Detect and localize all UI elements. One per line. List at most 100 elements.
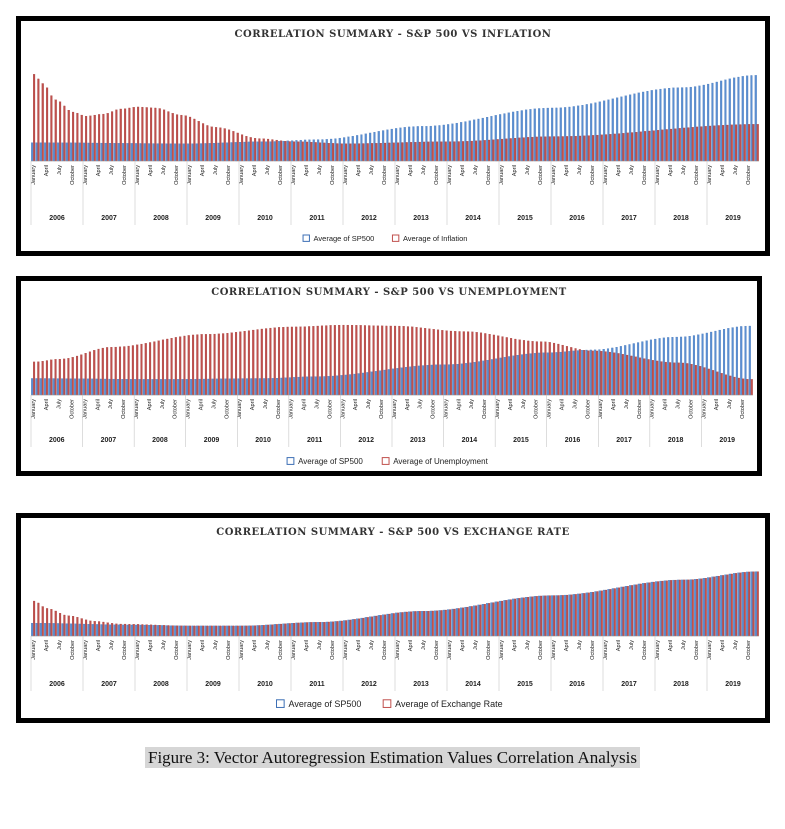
sp500-bar — [429, 125, 432, 162]
sp500-bar — [109, 143, 112, 162]
sp500-bar — [508, 356, 511, 396]
sp500-bar — [78, 378, 81, 396]
second-bar — [384, 142, 387, 162]
sp500-bar — [213, 625, 216, 637]
sp500-bar — [685, 579, 688, 637]
second-bar — [254, 138, 257, 162]
second-bar — [453, 608, 456, 637]
month-tick-label: January — [447, 640, 453, 660]
second-bar — [457, 608, 460, 637]
month-tick-label: October — [434, 165, 440, 185]
sp500-bar — [258, 378, 261, 396]
second-bar — [609, 589, 612, 637]
sp500-bar — [69, 378, 72, 396]
second-bar — [423, 141, 426, 162]
sp500-bar — [616, 97, 619, 162]
second-bar — [518, 598, 521, 637]
second-bar — [41, 361, 44, 396]
second-bar — [557, 595, 560, 637]
sp500-bar — [284, 377, 287, 396]
chart-title: CORRELATION SUMMARY - S&P 500 VS EXCHANG… — [216, 527, 570, 538]
sp500-bar — [86, 378, 90, 396]
second-bar — [247, 330, 250, 396]
month-tick-label: January — [237, 399, 243, 419]
month-tick-label: April — [460, 165, 466, 176]
second-bar — [93, 350, 96, 396]
sp500-bar — [96, 142, 99, 162]
sp500-bar — [473, 119, 476, 162]
second-bar — [265, 328, 268, 396]
month-tick-label: January — [343, 640, 349, 660]
sp500-bar — [174, 143, 177, 162]
second-bar — [600, 134, 603, 162]
second-bar — [332, 143, 335, 162]
second-bar — [441, 330, 444, 396]
sp500-bar — [195, 625, 198, 637]
sp500-bar — [408, 126, 411, 162]
sp500-bar — [619, 346, 622, 396]
second-bar — [37, 602, 40, 637]
second-bar — [742, 378, 745, 396]
sp500-bar — [447, 364, 451, 396]
second-bar — [63, 105, 66, 162]
year-tick-label: 2019 — [719, 437, 735, 444]
month-tick-label: April — [96, 640, 102, 651]
sp500-bar — [304, 139, 307, 162]
sp500-bar — [400, 367, 403, 396]
sp500-bar — [271, 378, 274, 396]
second-bar — [631, 585, 634, 637]
second-bar — [484, 333, 487, 396]
second-bar — [54, 610, 57, 637]
sp500-bar — [143, 624, 146, 637]
sp500-bar — [464, 606, 467, 637]
second-bar — [184, 625, 187, 637]
sp500-bar — [521, 354, 524, 396]
month-tick-label: January — [551, 640, 557, 660]
sp500-bar — [477, 604, 480, 637]
second-bar — [566, 594, 569, 637]
sp500-bar — [646, 91, 649, 162]
month-tick-label: April — [559, 399, 565, 410]
sp500-bar — [723, 329, 726, 396]
sp500-bar — [344, 374, 347, 396]
second-bar — [613, 588, 616, 637]
second-bar — [128, 107, 131, 162]
second-bar — [604, 351, 607, 396]
second-bar — [548, 136, 551, 162]
month-tick-label: October — [327, 399, 333, 419]
second-bar — [709, 577, 712, 637]
sp500-bar — [746, 75, 749, 162]
sp500-bar — [187, 143, 190, 162]
sp500-bar — [718, 329, 721, 396]
second-bar — [301, 622, 304, 637]
month-tick-label: October — [590, 640, 596, 660]
second-bar — [730, 573, 733, 637]
sp500-bar — [252, 141, 255, 162]
sp500-bar — [377, 131, 380, 162]
month-tick-label: July — [265, 165, 271, 175]
sp500-bar — [245, 378, 249, 396]
month-tick-label: January — [707, 640, 713, 660]
sp500-bar — [533, 596, 536, 637]
second-bar — [492, 334, 495, 396]
second-bar — [471, 331, 474, 396]
sp500-bar — [720, 80, 723, 162]
month-tick-label: October — [486, 640, 492, 660]
second-bar — [664, 361, 667, 396]
second-bar — [587, 350, 590, 396]
second-bar — [106, 113, 109, 162]
sp500-bar — [278, 623, 281, 637]
second-bar — [726, 574, 729, 637]
month-tick-label: October — [746, 640, 752, 660]
year-tick-label: 2013 — [413, 681, 429, 688]
month-tick-label: July — [577, 165, 583, 175]
sp500-bar — [65, 378, 68, 396]
month-tick-label: October — [740, 399, 746, 419]
second-bar — [154, 624, 157, 637]
sp500-bar — [117, 624, 120, 637]
sp500-bar — [39, 623, 42, 637]
month-tick-label: July — [57, 165, 63, 175]
sp500-bar — [503, 600, 506, 637]
second-bar — [33, 74, 36, 162]
second-bar — [626, 354, 629, 396]
